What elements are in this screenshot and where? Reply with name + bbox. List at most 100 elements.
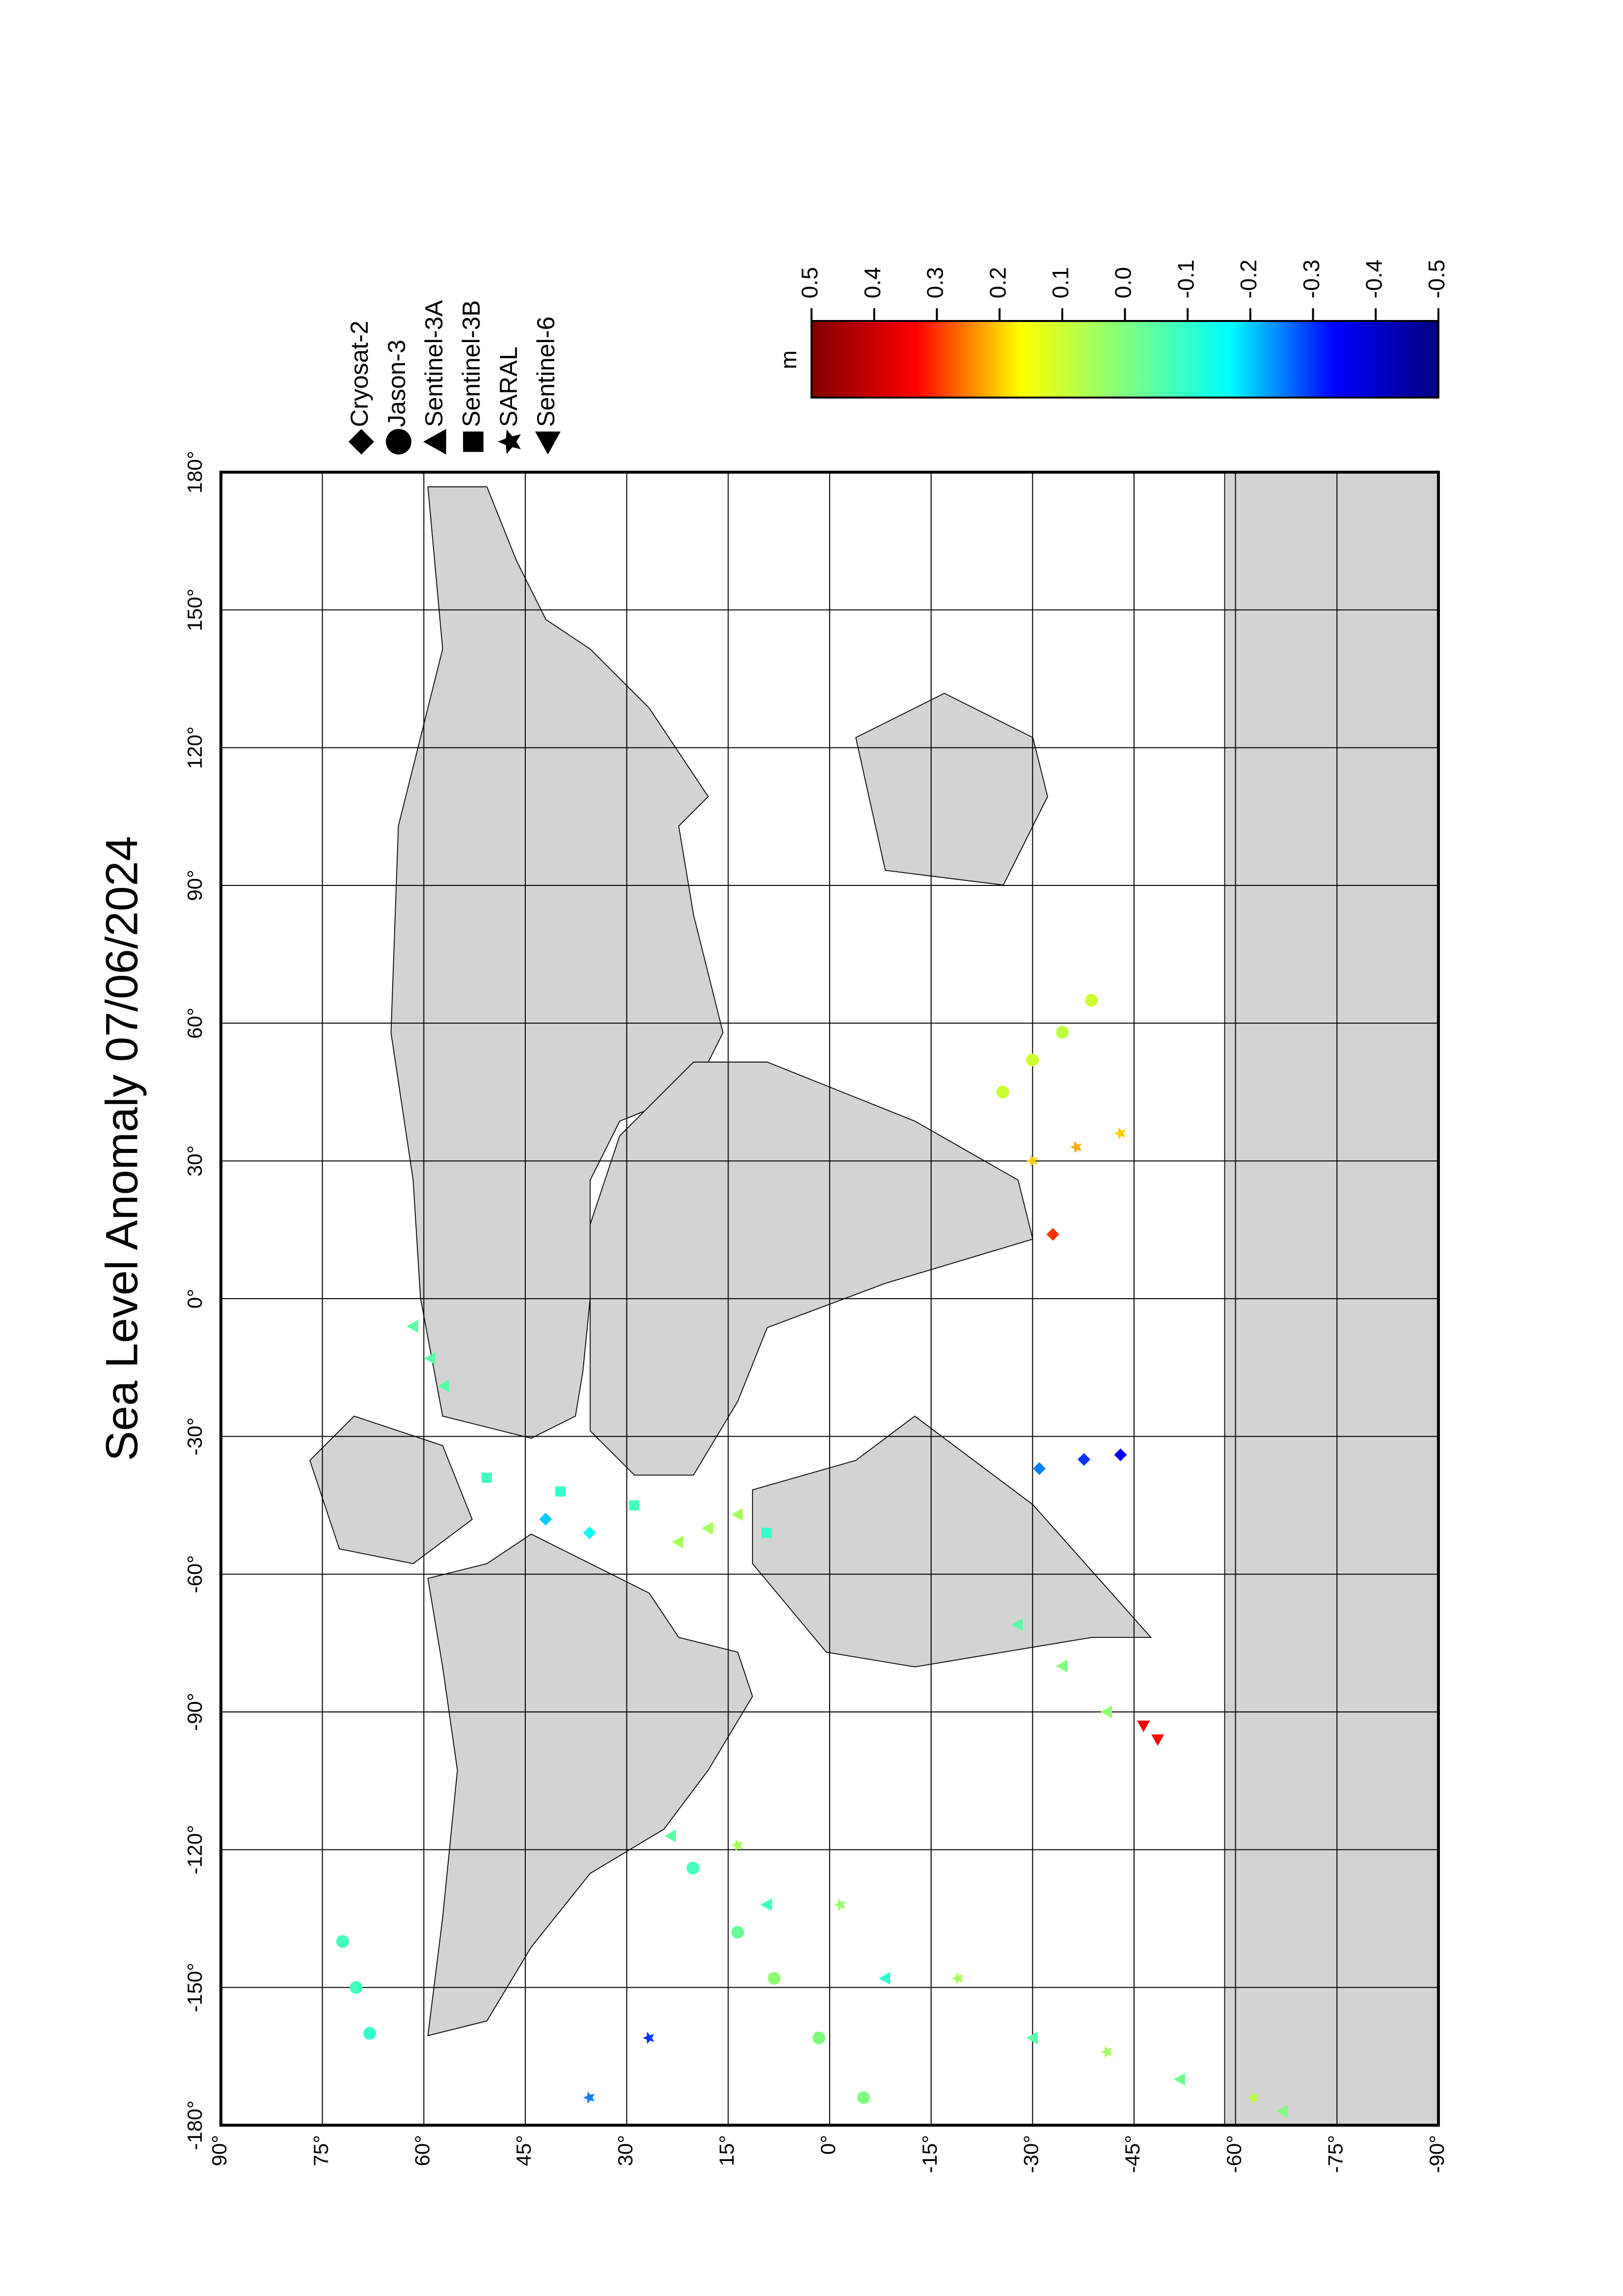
lat-tick-label: 30° (614, 2135, 637, 2166)
track-point (1078, 1453, 1091, 1466)
track-point (350, 1981, 363, 1994)
lon-tick-label: 150° (183, 588, 206, 631)
track-point (812, 2031, 825, 2045)
map-title: Sea Level Anomaly 07/06/2024 (97, 836, 147, 1461)
land-south-america (752, 1415, 1152, 1668)
legend-symbol (423, 429, 446, 454)
legend-label: Cryosat-2 (346, 320, 373, 427)
lat-tick-label: 75° (309, 2135, 332, 2166)
colorbar-tick-label: 0.4 (860, 267, 885, 298)
track-point (878, 1972, 891, 1985)
track-point (1085, 993, 1098, 1007)
land-north-america (427, 1533, 753, 2036)
colorbar-tick-label: 0.5 (797, 267, 822, 298)
track-point (1026, 2031, 1038, 2045)
colorbar-tick-label: -0.2 (1236, 260, 1261, 298)
land-antarctica (1224, 471, 1439, 2125)
track-point (996, 1086, 1009, 1098)
track-point (1033, 1462, 1046, 1475)
legend-label: Sentinel-3A (420, 300, 448, 427)
track-point (1100, 2045, 1112, 2058)
lat-tick-label: -45° (1121, 2135, 1144, 2173)
lat-tick-label: 90° (208, 2135, 231, 2166)
colorbar-tick-label: -0.3 (1298, 260, 1324, 298)
track-point (1137, 1720, 1150, 1733)
legend-label: Sentinel-3B (458, 300, 485, 427)
legend-symbol (349, 429, 374, 454)
track-point (406, 1320, 418, 1333)
lat-tick-label: 45° (512, 2135, 535, 2166)
lon-tick-label: 30° (183, 1146, 206, 1177)
legend-symbol (463, 431, 484, 452)
track-point (731, 1839, 743, 1851)
track-point (583, 2091, 595, 2104)
colorbar-tick-label: 0.2 (985, 267, 1010, 298)
track-point (834, 1898, 846, 1911)
track-point (731, 1508, 743, 1521)
track-point (857, 2091, 870, 2104)
land-australia (855, 693, 1048, 886)
lat-tick-label: 15° (715, 2135, 738, 2166)
track-point (1011, 1618, 1023, 1631)
track-point (424, 1352, 436, 1365)
track-point (1114, 1448, 1127, 1462)
colorbar-label: m (776, 350, 801, 369)
lon-tick-label: 120° (183, 726, 206, 769)
track-point (629, 1500, 640, 1511)
lat-tick-label: -30° (1019, 2135, 1042, 2173)
track-point (768, 1972, 781, 1985)
colorbar-tick-label: 0.0 (1110, 267, 1136, 298)
track-point (1026, 1053, 1039, 1067)
lon-tick-label: 90° (183, 870, 206, 901)
track-point (583, 1526, 596, 1540)
track-point (1276, 2105, 1288, 2118)
track-point (760, 1898, 772, 1911)
colorbar-tick-label: 0.3 (922, 267, 948, 298)
colorbar-tick-label: -0.5 (1424, 260, 1449, 298)
track-point (1151, 1734, 1164, 1746)
colorbar-tick-label: -0.4 (1361, 260, 1386, 298)
legend-symbol (535, 431, 561, 454)
track-point (336, 1935, 349, 1948)
track-point (1070, 1141, 1082, 1153)
lon-tick-label: -150° (183, 1963, 206, 2012)
track-point (702, 1522, 713, 1535)
track-point (664, 1829, 676, 1842)
lat-tick-label: -75° (1324, 2135, 1347, 2173)
track-point (539, 1513, 552, 1526)
track-point (363, 2027, 377, 2040)
lon-tick-label: -180° (183, 2101, 206, 2150)
legend-label: SARAL (495, 347, 522, 427)
lon-tick-label: -120° (183, 1825, 206, 1874)
legend-label: Jason-3 (383, 340, 410, 427)
track-point (1046, 1228, 1059, 1241)
land-greenland (309, 1415, 473, 1564)
lat-tick-label: 0° (816, 2135, 839, 2155)
legend-symbol (386, 429, 411, 454)
lon-tick-label: -30° (183, 1417, 206, 1456)
track-point (1114, 1127, 1126, 1140)
track-point (761, 1527, 772, 1538)
lon-tick-label: 60° (183, 1008, 206, 1039)
land-layer (309, 471, 1439, 2125)
track-point (1247, 2091, 1259, 2104)
lat-tick-label: 60° (410, 2135, 433, 2166)
lat-tick-label: -15° (918, 2135, 941, 2173)
track-point (1100, 1706, 1112, 1718)
track-point (1055, 1659, 1068, 1673)
track-point (555, 1486, 566, 1497)
track-point (1173, 2073, 1186, 2086)
track-point (1055, 1026, 1069, 1039)
track-point (643, 2031, 654, 2044)
colorbar (811, 320, 1439, 399)
track-point (1026, 1154, 1038, 1167)
lat-tick-label: -90° (1425, 2135, 1448, 2173)
lon-tick-label: 0° (183, 1289, 206, 1308)
track-point (731, 1926, 744, 1939)
lat-tick-label: -60° (1222, 2135, 1245, 2173)
track-point (437, 1379, 450, 1392)
track-point (672, 1535, 683, 1548)
track-point (482, 1472, 492, 1483)
lon-tick-label: -90° (183, 1693, 206, 1731)
